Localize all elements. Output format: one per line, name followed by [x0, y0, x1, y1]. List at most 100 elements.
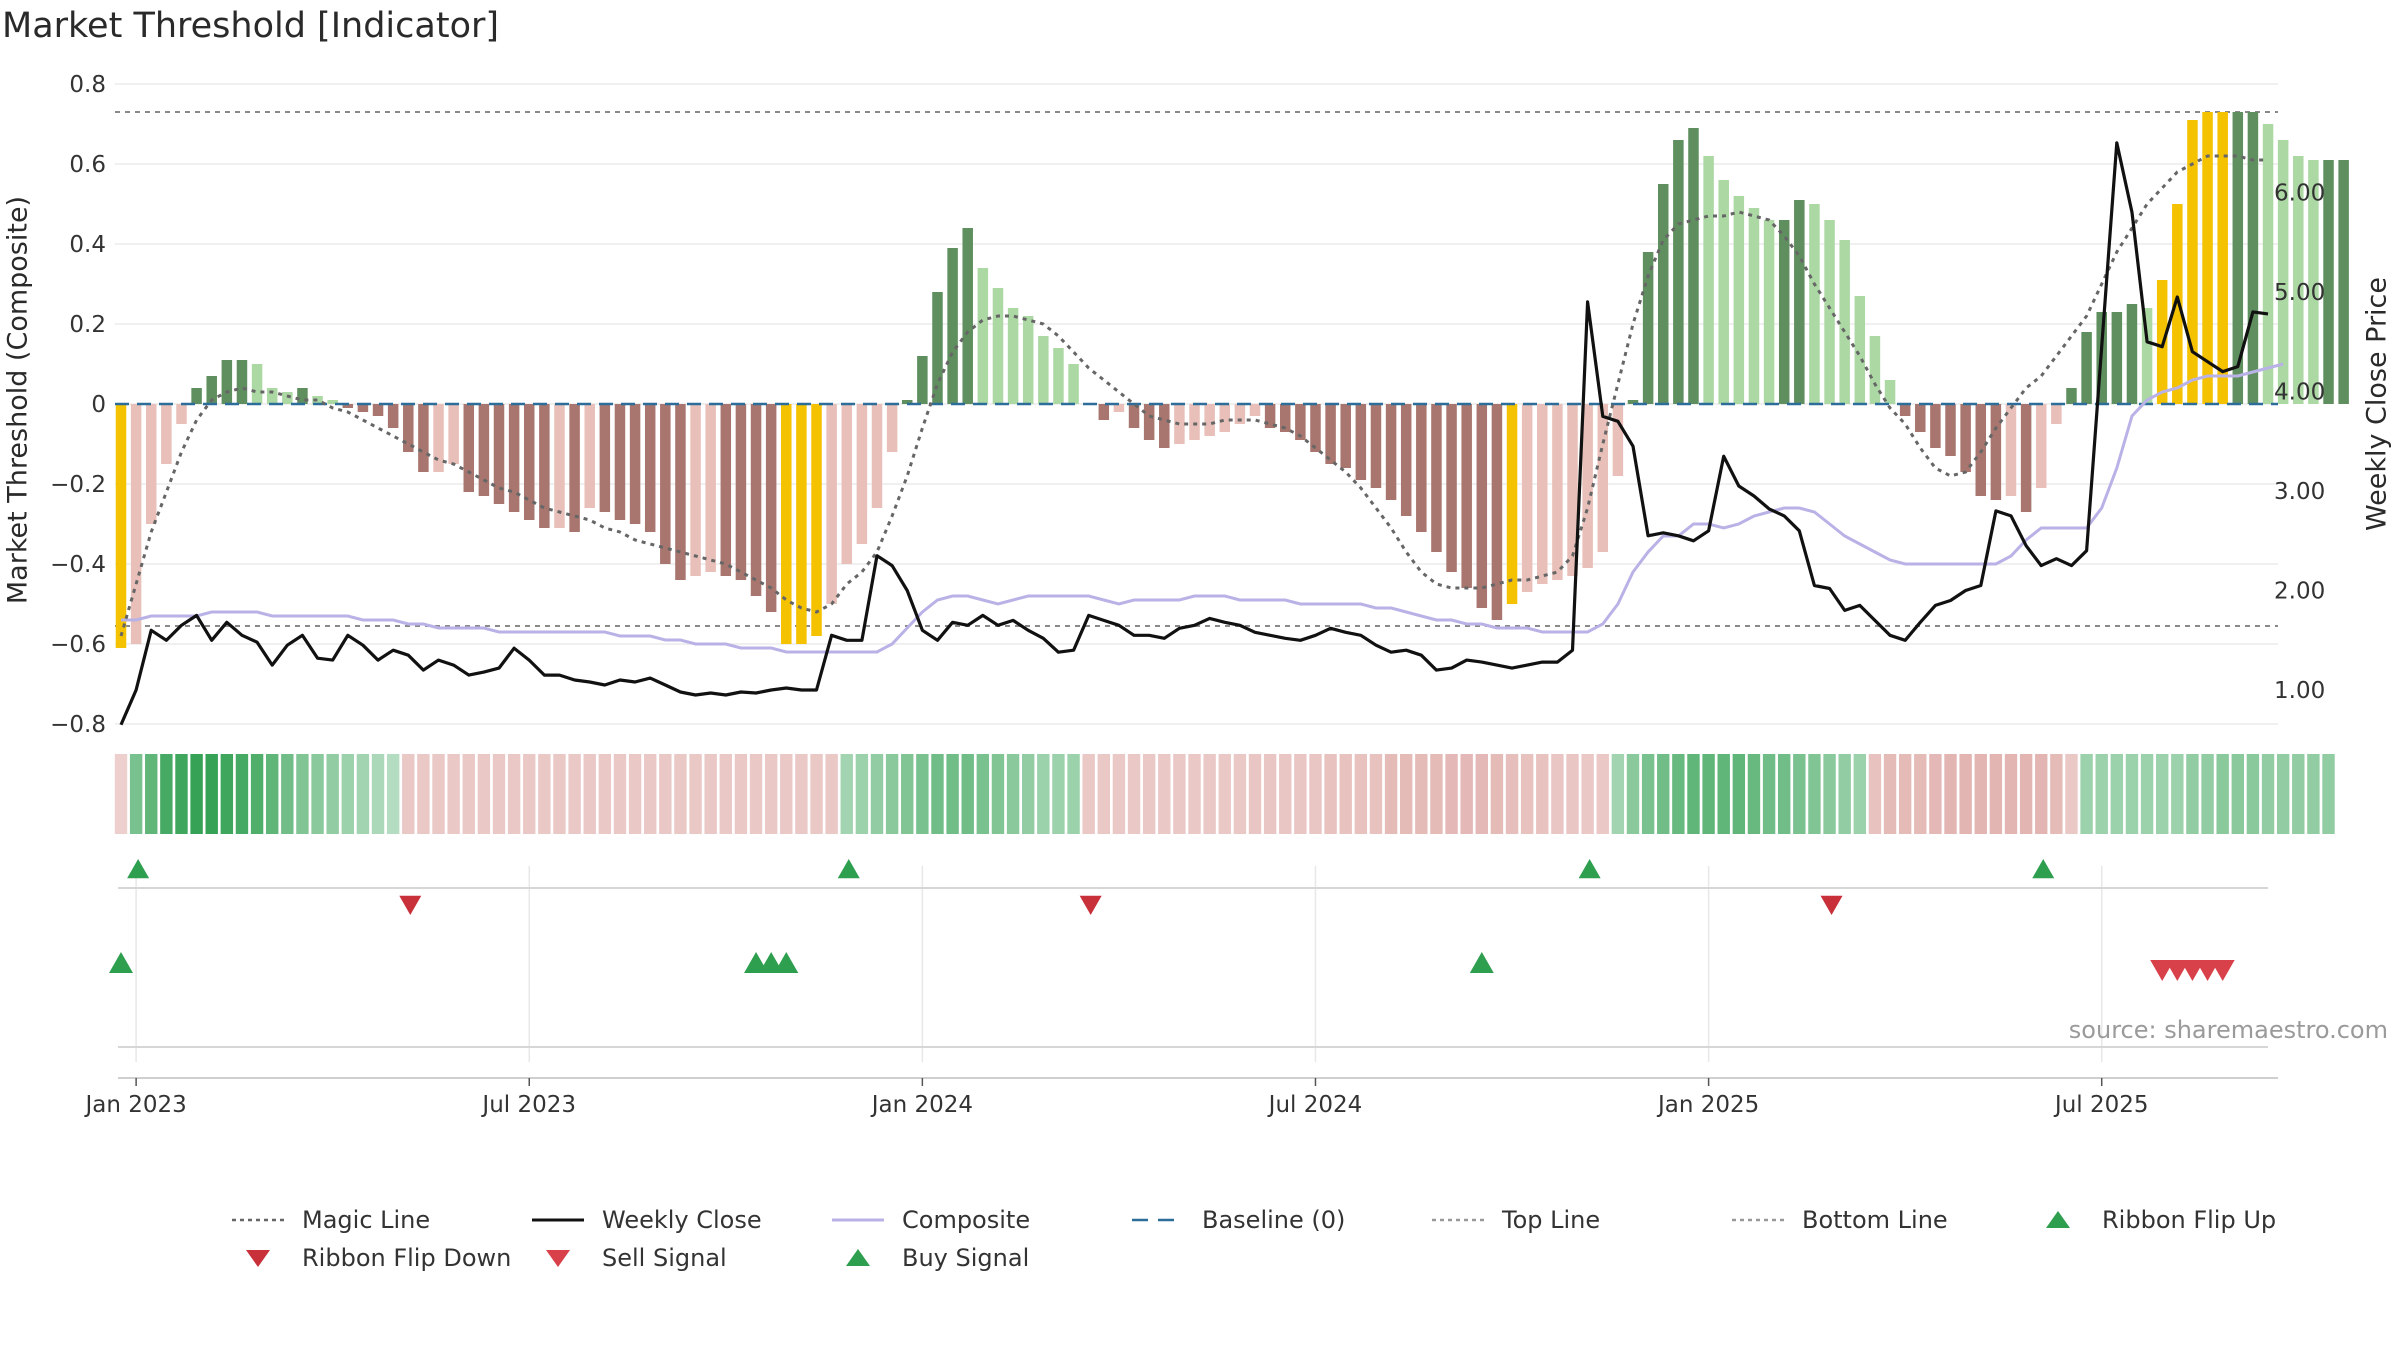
composite-bar [115, 404, 127, 648]
composite-bar [2338, 160, 2349, 404]
ribbon-cell [296, 754, 309, 834]
ribbon-cell [326, 754, 339, 834]
composite-bar [1174, 404, 1185, 444]
composite-bar [2217, 112, 2228, 404]
ribbon-flip-down-marker [1820, 895, 1843, 915]
composite-bar [1113, 404, 1125, 412]
composite-bar [1537, 404, 1548, 584]
composite-bar [1899, 404, 1911, 416]
legend-composite: Composite [828, 1206, 1030, 1234]
composite-bar [342, 404, 354, 408]
composite-bar [675, 404, 686, 580]
axes-layer: 0.8 0.6 0.4 0.2 0 −0.2 −0.4 −0.6 −0.8 6.00 5.00 4.0… [50, 72, 2325, 1118]
ribbon-cell [1097, 754, 1110, 834]
ribbon-cell [145, 754, 158, 834]
ribbon-cell [477, 754, 491, 834]
composite-bar [1279, 404, 1291, 432]
composite-bar [1355, 404, 1367, 480]
composite-bar [1053, 348, 1064, 404]
composite-bar [1007, 308, 1019, 404]
ribbon-flip-down-marker [399, 895, 422, 915]
composite-bar [1612, 404, 1624, 476]
ribbon-cell [311, 754, 324, 834]
ribbon-cell [1127, 754, 1141, 834]
composite-bar [1597, 404, 1609, 552]
ribbon-cell [1384, 754, 1398, 834]
composite-bar [1038, 336, 1049, 404]
grid-layer [115, 83, 2278, 1062]
ribbon-cell [2307, 754, 2320, 834]
composite-bars [115, 112, 2349, 648]
composite-bar [1204, 404, 1215, 436]
ribbon-cell [1778, 754, 1791, 834]
ribbon-cell [644, 754, 657, 834]
ribbon-cell [1324, 754, 1337, 834]
composite-bar [2051, 404, 2062, 424]
legend-label: Composite [902, 1206, 1031, 1234]
legend-swatch-shape [546, 1250, 570, 1267]
sell-signal-marker [2210, 960, 2235, 981]
ribbon-cell [1883, 754, 1897, 834]
composite-bar [2111, 312, 2123, 404]
ribbon-cell [1112, 754, 1126, 834]
ribbon-cell [1944, 754, 1957, 834]
composite-bar [2126, 304, 2138, 404]
composite-bar [1219, 404, 1231, 432]
legend-sell-signal: Sell Signal [528, 1244, 727, 1272]
ribbon-cell [2004, 754, 2018, 834]
composite-bar [161, 404, 172, 464]
legend-swatch [846, 1249, 870, 1266]
legend-swatch [532, 1218, 584, 1222]
composite-bar [2202, 112, 2213, 404]
composite-bar [2277, 140, 2289, 404]
composite-bar [1839, 240, 1850, 404]
ribbon-cell [462, 754, 475, 834]
ribbon-cell [1551, 754, 1564, 834]
ribbon-cell [1052, 754, 1065, 834]
ribbon-cell [2140, 754, 2154, 834]
ribbon-cell [2095, 754, 2108, 834]
legend-magic-line: Magic Line [228, 1206, 430, 1234]
composite-bar [917, 356, 928, 404]
legend-top-line: Top Line [1428, 1206, 1600, 1234]
composite-bar [236, 360, 248, 404]
composite-bar [2308, 160, 2319, 404]
composite-bar [629, 404, 641, 524]
ribbon-cell [1687, 754, 1700, 834]
ribbon-cell [356, 754, 370, 834]
ribbon-flip-up-marker [2032, 859, 2055, 879]
composite-bar [660, 404, 671, 564]
composite-bar [1491, 404, 1503, 620]
composite-bar [932, 292, 943, 404]
ribbon-cell [417, 754, 430, 834]
ribbon-cell [1868, 754, 1882, 834]
ribbon-cell [1430, 754, 1443, 834]
composite-bar [2187, 120, 2198, 404]
composite-bar [1824, 220, 1835, 404]
composite-bar [1295, 404, 1306, 440]
sell-signal-marker [2165, 960, 2190, 981]
ribbon-cell [281, 754, 294, 834]
ribbon-cell [507, 754, 521, 834]
legend-ribbon-flip-down: Ribbon Flip Down [228, 1244, 511, 1272]
ribbon-cell [1505, 754, 1519, 834]
ribbon-cell [2125, 754, 2139, 834]
ribbon-cell [1037, 754, 1050, 834]
ribbon-cell [1082, 754, 1095, 834]
y2-tick-label: 5.00 [2274, 280, 2325, 306]
composite-bar [312, 396, 323, 404]
composite-bar [1340, 404, 1351, 468]
ribbon-cell [220, 754, 234, 834]
ribbon-cell [1536, 754, 1549, 834]
ribbon-cell [885, 754, 899, 834]
y2-tick-label: 4.00 [2274, 380, 2325, 406]
composite-bar [297, 388, 308, 404]
composite-bar [841, 404, 853, 564]
composite-bar [811, 404, 822, 636]
ribbon-cell [1415, 754, 1428, 834]
ribbon-cell [598, 754, 612, 834]
ribbon-cell [2065, 754, 2078, 834]
buy-signal-marker [774, 952, 799, 973]
ribbon-cell [205, 754, 218, 834]
